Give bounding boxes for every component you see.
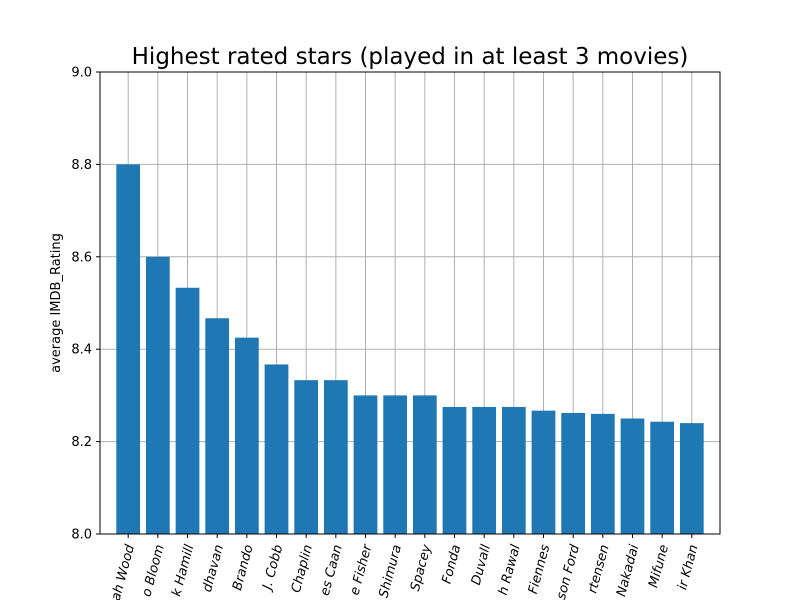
bar [561,412,586,534]
bars [116,164,704,534]
bar [620,418,645,534]
bar [650,421,675,534]
bar [264,364,289,534]
x-tick-label: Mifune [646,543,672,589]
x-tick-label: h Rawal [496,543,524,597]
x-tick-label: rtensen [585,543,612,595]
x-tick-label: ah Wood [109,542,139,600]
bar [590,413,615,534]
x-tick-label: Fonda [440,543,465,585]
x-tick-label: Shimura [376,543,405,599]
bar [353,395,378,534]
bar [472,406,497,534]
bar [679,423,704,534]
x-tick-label: Duvall [469,543,494,587]
chart-title: Highest rated stars (played in at least … [132,44,689,70]
y-tick-label: 8.2 [71,435,92,450]
y-tick-label: 8.4 [71,343,92,358]
x-tick-label: Nakadai [614,543,642,598]
bar [531,410,556,534]
x-tick-label: Fiennes [526,543,554,596]
x-tick-label: Spacey [408,543,435,593]
x-axis-ticks: ah Wood o Bloom k Hamill dhavan Brando J. Cob… [109,534,702,600]
x-tick-label: ir Khan [675,543,701,591]
y-tick-label: 8.8 [71,158,92,173]
bar [145,256,170,534]
y-tick-label: 8.6 [71,250,92,265]
x-tick-label: Chaplin [289,543,316,594]
bar [234,337,259,534]
y-tick-label: 9.0 [71,66,92,81]
bar [442,406,467,534]
y-axis-label: average IMDB_Rating [49,233,64,373]
bar [175,287,200,534]
bar [205,318,230,534]
x-tick-label: son Ford [554,542,583,600]
bar [294,380,319,534]
x-tick-label: es Caan [318,543,346,597]
x-tick-label: dhavan [200,543,227,594]
bar [501,406,526,534]
x-tick-label: Brando [230,543,257,592]
plot-frame [99,71,721,535]
x-tick-label: e Fisher [348,542,376,597]
x-tick-label: k Hamill [169,543,197,598]
y-axis-ticks: 8.0 8.2 8.4 8.6 8.8 9.0 [71,66,100,543]
bar [323,380,348,534]
bar [412,395,437,534]
bar [116,164,141,534]
y-tick-label: 8.0 [71,528,92,543]
x-tick-label: J. Cobb [259,543,286,594]
x-tick-label: o Bloom [139,543,167,598]
bar [383,395,408,534]
